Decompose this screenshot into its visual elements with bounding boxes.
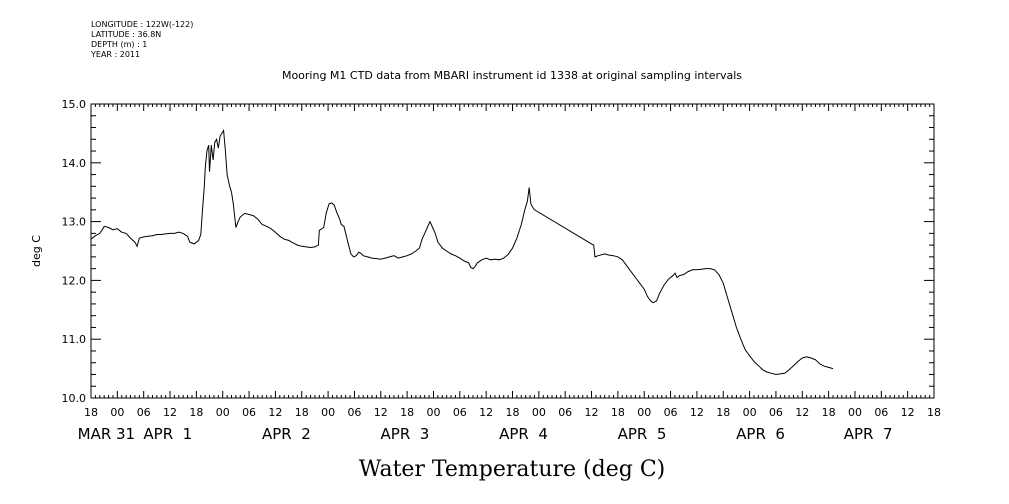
x-tick-label: 06: [347, 406, 361, 419]
y-tick-label: 11.0: [62, 333, 87, 346]
x-tick-label: 06: [769, 406, 783, 419]
x-tick-label: 12: [585, 406, 599, 419]
date-label: APR 6: [736, 425, 785, 443]
x-tick-label: 12: [901, 406, 915, 419]
date-labels: MAR 31 APR 1 APR 2 APR 3 APR 4 APR 5 APR 6 APR …: [78, 425, 893, 443]
date-label: APR 7: [844, 425, 893, 443]
x-tick-label: 18: [400, 406, 414, 419]
y-tick-label: 12.0: [62, 274, 87, 287]
year-label: YEAR : 2011: [91, 50, 141, 59]
y-axis-title: deg C: [30, 235, 43, 267]
x-tick-label: 12: [374, 406, 388, 419]
chart-title: Mooring M1 CTD data from MBARI instrumen…: [282, 69, 742, 82]
y-axis-labels: 10.0 11.0 12.0 13.0 14.0 15.0: [62, 98, 87, 405]
longitude-label: LONGITUDE : 122W(-122): [91, 20, 194, 29]
y-tick-label: 14.0: [62, 157, 87, 170]
y-tick-label: 10.0: [62, 392, 87, 405]
x-tick-label: 06: [664, 406, 678, 419]
tick-marks: [90, 103, 935, 399]
x-tick-label: 00: [848, 406, 862, 419]
x-tick-label: 06: [558, 406, 572, 419]
depth-label: DEPTH (m) : 1: [91, 40, 148, 49]
x-tick-label: 18: [927, 406, 941, 419]
x-tick-label: 00: [110, 406, 124, 419]
x-tick-label: 18: [716, 406, 730, 419]
date-label: MAR 31: [78, 425, 135, 443]
x-tick-label: 00: [321, 406, 335, 419]
x-tick-label: 18: [189, 406, 203, 419]
x-tick-label: 00: [532, 406, 546, 419]
x-tick-label: 06: [242, 406, 256, 419]
x-tick-label: 18: [295, 406, 309, 419]
metadata-block: LONGITUDE : 122W(-122) LATITUDE : 36.8N …: [91, 20, 193, 60]
x-tick-label: 12: [268, 406, 282, 419]
x-tick-label: 06: [453, 406, 467, 419]
x-tick-label: 00: [426, 406, 440, 419]
y-tick-label: 15.0: [62, 98, 87, 111]
latitude-label: LATITUDE : 36.8N: [91, 30, 162, 39]
data-series: [90, 128, 834, 376]
date-label: APR 4: [499, 425, 548, 443]
x-tick-label: 12: [163, 406, 177, 419]
x-tick-label: 12: [795, 406, 809, 419]
y-tick-label: 13.0: [62, 216, 87, 229]
date-label: APR 2: [262, 425, 311, 443]
x-tick-label: 00: [743, 406, 757, 419]
plot-frame: [90, 103, 935, 399]
x-tick-label: 18: [611, 406, 625, 419]
x-tick-label: 12: [479, 406, 493, 419]
x-tick-label: 00: [637, 406, 651, 419]
x-tick-label: 18: [506, 406, 520, 419]
date-label: APR 3: [381, 425, 430, 443]
x-tick-label: 06: [874, 406, 888, 419]
x-axis-labels: 18 00 06 12 18 00 06 12 18 00 06 12 18 00 06 12 18 00 06 12…: [84, 406, 941, 419]
x-tick-label: 18: [84, 406, 98, 419]
series-line: [90, 128, 834, 376]
x-tick-label: 06: [137, 406, 151, 419]
x-tick-label: 00: [216, 406, 230, 419]
date-label: APR 5: [618, 425, 667, 443]
x-tick-label: 18: [822, 406, 836, 419]
x-tick-label: 12: [690, 406, 704, 419]
x-axis-title: Water Temperature (deg C): [359, 457, 666, 482]
date-label: APR 1: [143, 425, 192, 443]
